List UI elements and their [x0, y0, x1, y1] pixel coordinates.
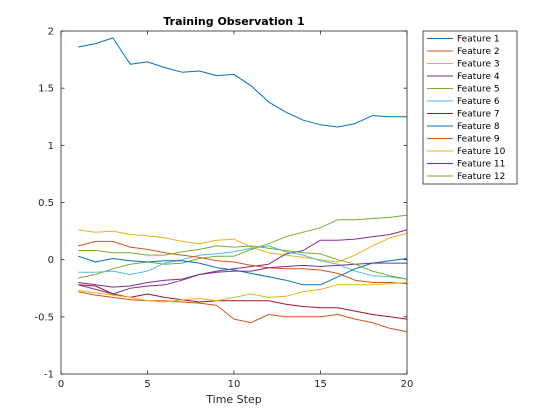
legend-label: Feature 11	[457, 160, 505, 170]
y-tick-label: 2	[48, 27, 54, 38]
legend-label: Feature 6	[457, 97, 500, 107]
x-tick-label: 10	[228, 379, 241, 390]
y-tick-label: 0	[48, 255, 54, 266]
plot-area	[61, 31, 407, 374]
y-tick-label: 0.5	[38, 198, 54, 209]
x-tick-label: 20	[401, 379, 414, 390]
legend-label: Feature 8	[457, 122, 500, 132]
y-tick-label: 1	[48, 141, 54, 152]
x-tick-label: 0	[58, 379, 64, 390]
series-line-7	[78, 284, 408, 320]
legend-label: Feature 2	[457, 47, 500, 57]
series-line-9	[78, 240, 408, 285]
series-line-3	[78, 229, 408, 263]
legend-label: Feature 3	[457, 60, 500, 70]
y-tick-label: 1.5	[38, 84, 54, 95]
series-line-12	[78, 245, 408, 280]
series-line-1	[78, 37, 407, 128]
series-line-11	[78, 262, 407, 288]
legend-label: Feature 12	[457, 172, 505, 182]
series-line-2	[78, 291, 408, 333]
y-tick-label: -0.5	[34, 312, 54, 323]
x-axis-title: Time Step	[205, 393, 261, 406]
y-tick-label: -1	[44, 370, 54, 381]
legend: Feature 1 Feature 2 Feature 3 Feature 4 Feat…	[422, 30, 518, 185]
axes-layer: 0 5 10 15 20 -1 -0.5 0 0.5 1 1.5 2	[34, 27, 413, 391]
legend-label: Feature 7	[457, 110, 500, 120]
series-line-4	[78, 229, 408, 295]
legend-box	[422, 30, 518, 185]
legend-label: Feature 4	[457, 72, 500, 82]
series-layer	[78, 37, 408, 333]
x-tick-label: 5	[144, 379, 150, 390]
series-line-5	[78, 214, 408, 279]
series-line-8	[78, 255, 408, 286]
x-tick-label: 15	[314, 379, 327, 390]
legend-label: Feature 1	[457, 35, 500, 45]
series-line-10	[78, 282, 408, 303]
legend-label: Feature 5	[457, 85, 500, 95]
legend-label: Feature 10	[457, 147, 506, 157]
legend-label: Feature 9	[457, 135, 500, 145]
chart-title: Training Observation 1	[163, 15, 304, 28]
